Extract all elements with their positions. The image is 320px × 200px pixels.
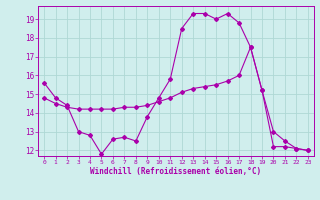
X-axis label: Windchill (Refroidissement éolien,°C): Windchill (Refroidissement éolien,°C) bbox=[91, 167, 261, 176]
